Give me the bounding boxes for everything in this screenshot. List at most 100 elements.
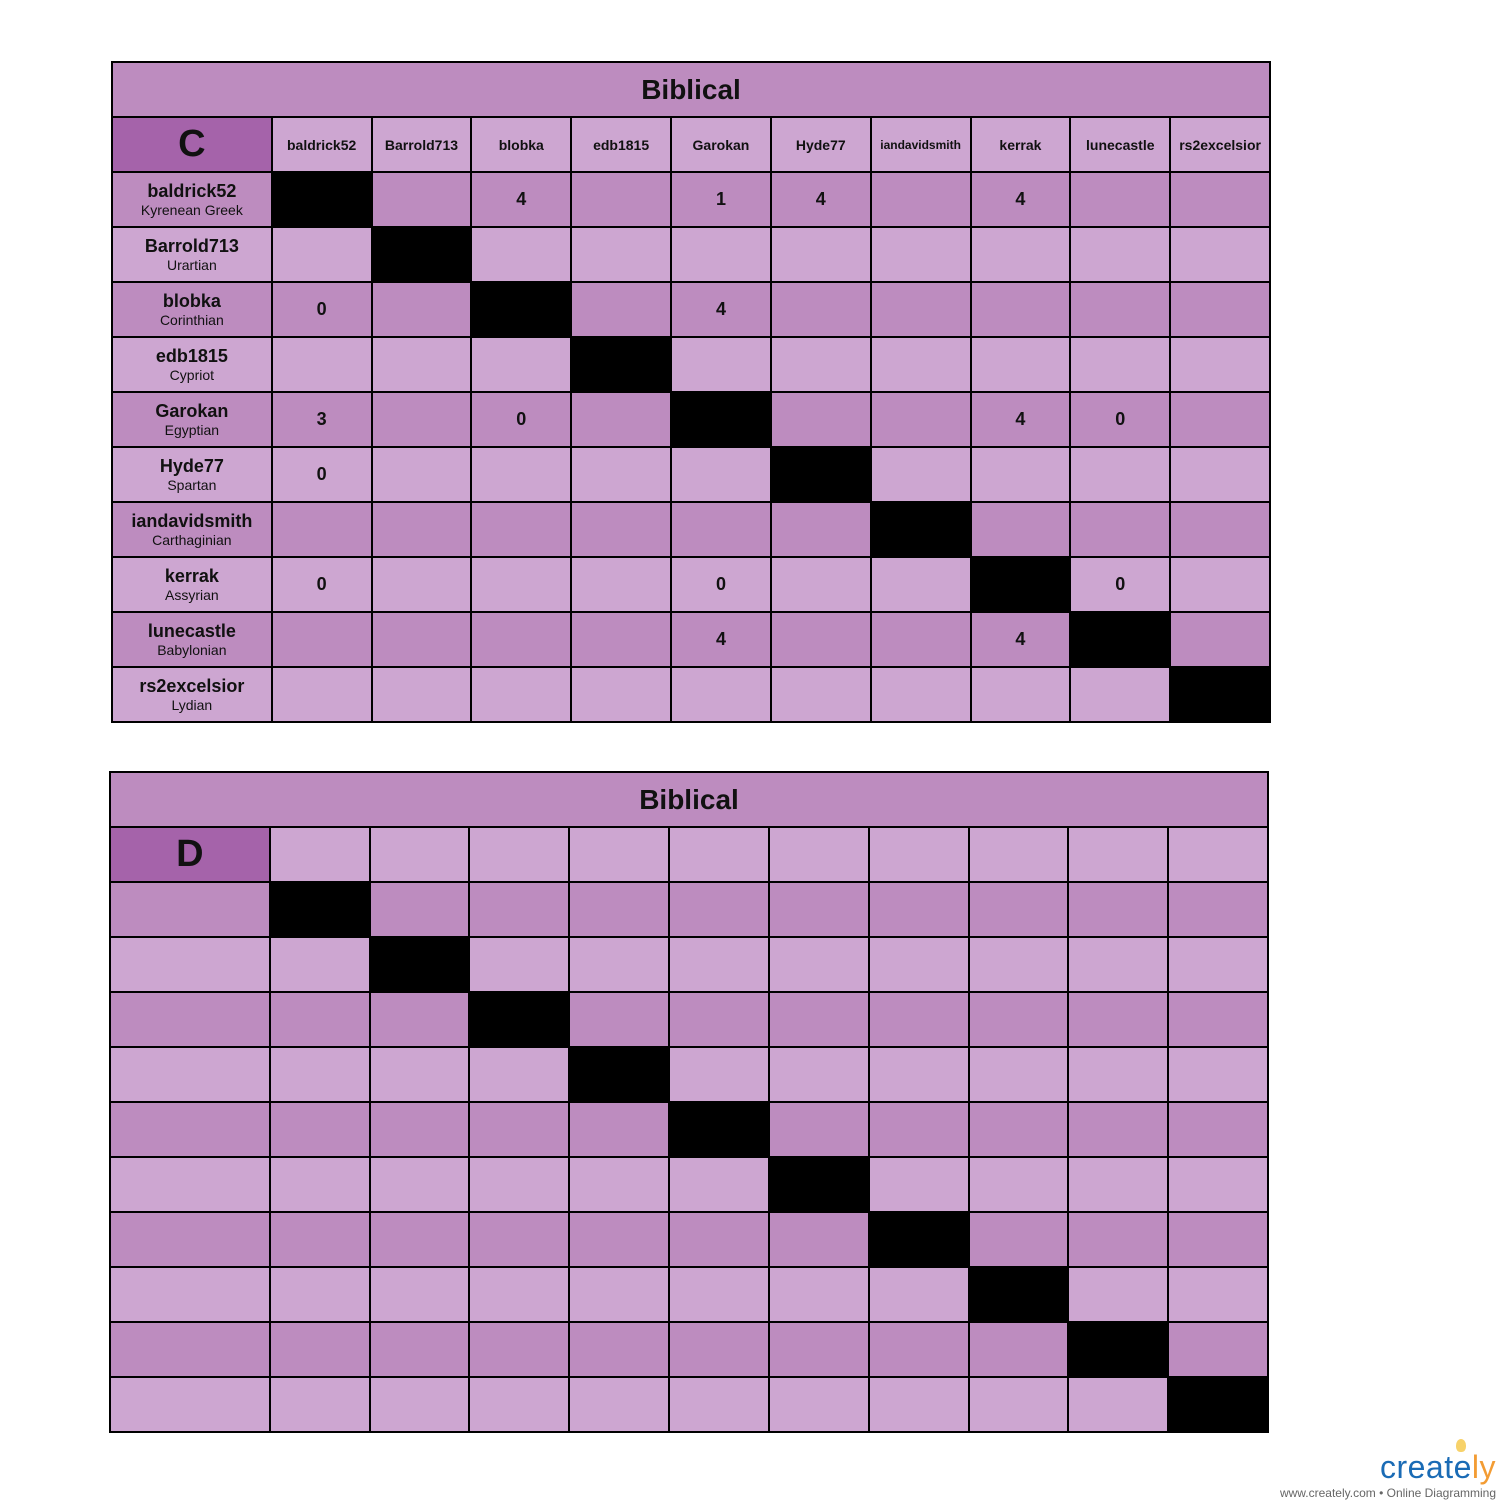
matrix-cell <box>370 613 471 666</box>
row-name: rs2excelsior <box>139 675 245 696</box>
matrix-cell <box>468 1213 569 1266</box>
matrix-cell <box>268 1268 369 1321</box>
table-row <box>111 938 1267 993</box>
matrix-cell <box>767 1103 868 1156</box>
matrix-cell <box>568 938 669 991</box>
column-header <box>967 828 1068 881</box>
matrix-cell <box>867 1158 968 1211</box>
matrix-cell <box>570 668 671 721</box>
matrix-cell <box>1169 338 1269 391</box>
row-subtitle: Carthaginian <box>152 531 232 548</box>
row-subtitle: Urartian <box>166 256 217 273</box>
matrix-cell <box>1169 558 1269 611</box>
matrix-cell <box>1067 883 1168 936</box>
matrix-cell <box>368 1213 469 1266</box>
matrix-cell <box>1169 283 1269 336</box>
diagonal-cell <box>570 338 671 391</box>
matrix-cell <box>470 448 571 501</box>
row-name: edb1815 <box>155 345 228 366</box>
matrix-cell <box>1169 228 1269 281</box>
matrix-cell <box>1069 338 1170 391</box>
row-header <box>111 1268 269 1321</box>
matrix-cell <box>1067 1268 1168 1321</box>
matrix-cell <box>1069 448 1170 501</box>
matrix-cell <box>769 558 870 611</box>
matrix-cell <box>769 283 870 336</box>
row-name: Barrold713 <box>144 235 239 256</box>
diagonal-cell <box>967 1268 1068 1321</box>
matrix-cell <box>268 1323 369 1376</box>
row-header <box>111 993 269 1046</box>
matrix-cell <box>370 668 471 721</box>
row-header: Garokan Egyptian <box>113 393 271 446</box>
matrix-cell <box>869 668 970 721</box>
matrix-cell <box>570 173 671 226</box>
matrix-cell <box>867 938 968 991</box>
matrix-cell <box>568 1268 669 1321</box>
column-header <box>1167 828 1267 881</box>
matrix-cell <box>570 393 671 446</box>
matrix-cell <box>869 283 970 336</box>
row-header <box>111 938 269 991</box>
matrix-cell <box>368 993 469 1046</box>
matrix-cell: 3 <box>270 393 371 446</box>
column-header: Garokan <box>670 118 770 171</box>
row-header <box>111 1323 269 1376</box>
diagonal-cell <box>767 1158 868 1211</box>
matrix-cell <box>1067 1158 1168 1211</box>
matrix-cell: 4 <box>969 393 1070 446</box>
matrix-cell: 4 <box>670 613 770 666</box>
matrix-cell <box>370 173 471 226</box>
matrix-table-d: Biblical D <box>109 771 1269 1433</box>
matrix-cell <box>368 1378 469 1431</box>
matrix-cell <box>468 1268 569 1321</box>
table-row: baldrick52 Kyrenean Greek 4 1 4 4 <box>113 173 1269 228</box>
diagonal-cell <box>568 1048 669 1101</box>
column-header <box>368 828 469 881</box>
matrix-cell <box>268 993 369 1046</box>
column-header: iandavidsmith <box>869 118 970 171</box>
matrix-cell <box>370 503 471 556</box>
table-row <box>111 1048 1267 1103</box>
column-header <box>867 828 968 881</box>
matrix-cell <box>468 883 569 936</box>
table-row <box>111 1268 1267 1323</box>
matrix-cell: 4 <box>969 613 1070 666</box>
diagonal-cell <box>769 448 870 501</box>
matrix-cell <box>1067 993 1168 1046</box>
matrix-cell <box>1067 1378 1168 1431</box>
matrix-cell <box>668 1378 768 1431</box>
matrix-cell <box>1067 938 1168 991</box>
column-header <box>668 828 768 881</box>
matrix-cell <box>769 613 870 666</box>
diagonal-cell <box>370 228 471 281</box>
matrix-cell: 0 <box>1069 558 1170 611</box>
matrix-cell <box>769 228 870 281</box>
matrix-cell <box>568 1213 669 1266</box>
matrix-cell <box>867 883 968 936</box>
table-row: kerrak Assyrian 0 0 0 <box>113 558 1269 613</box>
matrix-cell <box>769 503 870 556</box>
matrix-cell <box>1067 1213 1168 1266</box>
matrix-cell <box>670 503 770 556</box>
matrix-cell <box>769 338 870 391</box>
matrix-cell <box>1167 1103 1267 1156</box>
table-row: Barrold713 Urartian <box>113 228 1269 283</box>
matrix-cell <box>869 173 970 226</box>
matrix-cell: 4 <box>969 173 1070 226</box>
row-subtitle: Assyrian <box>165 586 219 603</box>
column-header: rs2excelsior <box>1169 118 1269 171</box>
column-header <box>568 828 669 881</box>
matrix-cell <box>370 283 471 336</box>
logo-url: www.creately.com • Online Diagramming <box>1279 1486 1496 1500</box>
matrix-cell <box>570 283 671 336</box>
matrix-cell <box>668 1213 768 1266</box>
diagonal-cell <box>668 1103 768 1156</box>
matrix-cell <box>969 338 1070 391</box>
diagonal-cell <box>468 993 569 1046</box>
matrix-cell <box>470 338 571 391</box>
matrix-cell <box>470 558 571 611</box>
diagonal-cell <box>1167 1378 1267 1431</box>
creately-logo: creately www.creately.com • Online Diagr… <box>1279 1439 1496 1500</box>
